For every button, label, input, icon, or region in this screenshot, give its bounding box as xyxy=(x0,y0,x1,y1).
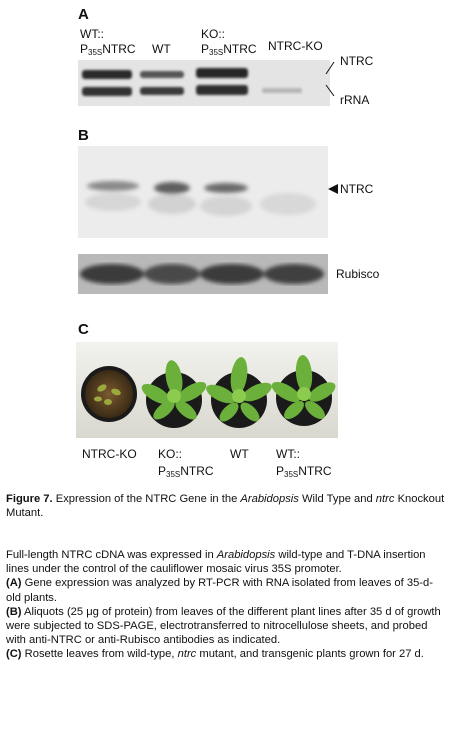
plant-label-line2: P35SNTRC xyxy=(276,464,332,480)
caption-panel-a: (A) Gene expression was analyzed by RT-P… xyxy=(6,577,433,604)
plant-label-ntrc-ko: NTRC-KO xyxy=(82,447,137,461)
figure-caption-title: Figure 7. Expression of the NTRC Gene in… xyxy=(6,493,445,520)
arrowhead-left-icon xyxy=(328,184,338,194)
panel-b-letter: B xyxy=(78,127,89,144)
lane-label-line1: KO:: xyxy=(201,27,226,41)
lane-label-line1: WT:: xyxy=(80,27,104,41)
band-pointer-lines xyxy=(325,61,335,97)
caption-intro: Full-length NTRC cDNA was expressed in A… xyxy=(6,549,426,576)
caption-panel-b: (B) Aliquots (25 μg of protein) from lea… xyxy=(6,605,441,647)
band-label-rrna: rRNA xyxy=(340,93,370,107)
plant-label-line2: P35SNTRC xyxy=(158,464,214,480)
band-label-ntrc: NTRC xyxy=(340,54,374,68)
rt-pcr-gel-image xyxy=(78,60,330,106)
figure-label: Figure 7. xyxy=(6,493,53,505)
lane-label-line2: P35SNTRC xyxy=(201,42,257,58)
lane-label-ntrc-ko: NTRC-KO xyxy=(268,39,323,53)
panel-a-letter: A xyxy=(78,6,89,23)
plant-label-line1: KO:: xyxy=(158,447,183,461)
lane-label-line2: P35SNTRC xyxy=(80,42,136,58)
band-label-ntrc-protein: NTRC xyxy=(340,182,374,196)
panel-c-letter: C xyxy=(78,321,89,338)
rosette-photo-image xyxy=(76,342,338,438)
western-blot-ntrc-image xyxy=(78,146,328,238)
band-label-rubisco: Rubisco xyxy=(336,267,380,281)
plant-label-wt: WT xyxy=(230,447,249,461)
figure-caption-body: Full-length NTRC cDNA was expressed in A… xyxy=(6,548,446,662)
lane-label-wt-p35s-ntrc: WT:: P35SNTRC xyxy=(80,28,136,59)
western-blot-rubisco-image xyxy=(78,254,328,294)
lane-label-ko-p35s-ntrc: KO:: P35SNTRC xyxy=(201,28,257,59)
caption-panel-c: (C) Rosette leaves from wild-type, ntrc … xyxy=(6,648,424,661)
plant-label-ko-p35s-ntrc: KO:: P35SNTRC xyxy=(158,448,214,481)
plant-label-wt-p35s-ntrc: WT:: P35SNTRC xyxy=(276,448,332,481)
lane-label-wt: WT xyxy=(152,42,171,56)
plant-label-line1: WT:: xyxy=(276,447,300,461)
